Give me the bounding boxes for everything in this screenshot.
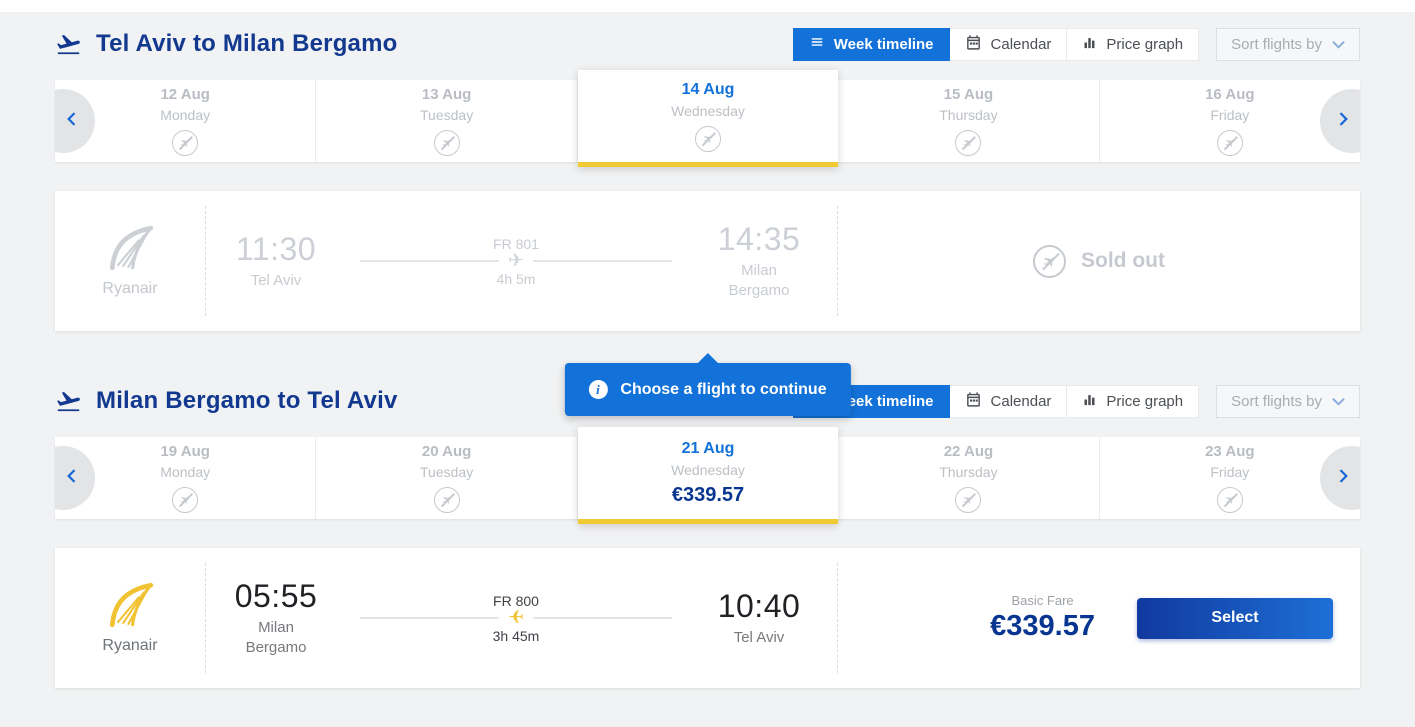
divider xyxy=(205,206,206,316)
sold-out-icon xyxy=(1033,244,1066,278)
flight-duration: 3h 45m xyxy=(492,627,540,644)
outbound-week-timeline: 12 Aug Monday 13 Aug Tuesday 14 Aug Wedn… xyxy=(55,70,1361,169)
chevron-left-icon xyxy=(62,109,82,134)
route-line xyxy=(360,608,672,627)
arrive-city: Milan Bergamo xyxy=(728,261,790,299)
no-flights-icon xyxy=(1216,130,1243,156)
divider xyxy=(837,206,838,316)
next-week-button[interactable] xyxy=(1320,446,1360,510)
plane-takeoff-icon xyxy=(55,31,82,58)
route-line xyxy=(360,251,672,270)
chevron-down-icon xyxy=(1332,393,1345,410)
sort-flights-dropdown[interactable]: Sort flights by xyxy=(1216,384,1360,418)
no-flights-icon xyxy=(172,487,199,513)
depart-city: Tel Aviv xyxy=(250,271,302,289)
airline-name: Ryanair xyxy=(102,637,158,654)
list-icon xyxy=(809,35,825,53)
day-cell[interactable]: 23 Aug Friday xyxy=(1099,437,1361,519)
divider xyxy=(205,563,206,673)
prev-week-button[interactable] xyxy=(55,89,95,153)
bar-chart-icon xyxy=(1082,392,1097,411)
page-title: Milan Bergamo to Tel Aviv xyxy=(96,387,398,414)
no-flights-icon xyxy=(955,130,982,156)
inbound-flight-card: Ryanair 05:55 Milan Bergamo FR 800 3h 45… xyxy=(55,548,1360,688)
day-cell[interactable]: 19 Aug Monday xyxy=(55,437,317,519)
next-week-button[interactable] xyxy=(1320,89,1360,153)
plane-icon xyxy=(499,251,533,270)
top-strip xyxy=(0,0,1415,12)
page-title: Tel Aviv to Milan Bergamo xyxy=(96,30,398,57)
info-icon xyxy=(588,380,608,399)
ryanair-harp-icon xyxy=(105,224,155,274)
depart-city: Milan Bergamo xyxy=(245,618,307,656)
flight-number: FR 801 xyxy=(493,235,539,252)
fare-type-label: Basic Fare xyxy=(1011,593,1074,608)
divider xyxy=(837,563,838,673)
inbound-week-timeline: 19 Aug Monday 20 Aug Tuesday 21 Aug Wedn… xyxy=(55,427,1361,526)
depart-time: 11:30 xyxy=(235,230,317,267)
price-graph-button[interactable]: Price graph xyxy=(1067,384,1200,418)
chevron-down-icon xyxy=(1332,36,1345,53)
day-cell[interactable]: 12 Aug Monday xyxy=(55,80,317,162)
prev-week-button[interactable] xyxy=(55,446,95,510)
outbound-section: Tel Aviv to Milan Bergamo Week timeline … xyxy=(55,26,1361,331)
day-cell[interactable]: 20 Aug Tuesday xyxy=(316,437,578,519)
calendar-icon xyxy=(965,391,982,412)
day-cell-selected[interactable]: 21 Aug Wednesday €339.57 xyxy=(577,427,839,524)
outbound-flight-card: Ryanair 11:30 Tel Aviv FR 801 4h 5m 14:3… xyxy=(55,191,1360,331)
day-cell[interactable]: 16 Aug Friday xyxy=(1099,80,1361,162)
plane-takeoff-icon xyxy=(55,388,82,415)
sold-out-status: Sold out xyxy=(1081,249,1165,272)
no-flights-icon xyxy=(433,130,460,156)
inbound-section: Milan Bergamo to Tel Aviv Week timeline … xyxy=(55,383,1361,688)
chevron-right-icon xyxy=(1333,466,1353,491)
airline-name: Ryanair xyxy=(102,280,158,297)
sort-flights-dropdown[interactable]: Sort flights by xyxy=(1216,27,1360,61)
no-flights-icon xyxy=(172,130,199,156)
arrive-city: Tel Aviv xyxy=(733,628,785,646)
flight-number: FR 800 xyxy=(493,592,539,609)
no-flights-icon xyxy=(1216,487,1243,513)
depart-time: 05:55 xyxy=(234,577,318,614)
chevron-left-icon xyxy=(62,466,82,491)
arrive-time: 14:35 xyxy=(717,220,801,257)
choose-flight-tooltip: Choose a flight to continue xyxy=(564,363,851,416)
day-price: €339.57 xyxy=(671,483,745,506)
week-timeline-button[interactable]: Week timeline xyxy=(792,27,950,61)
fare-price: €339.57 xyxy=(990,610,1095,642)
no-flights-icon xyxy=(695,125,722,152)
no-flights-icon xyxy=(433,487,460,513)
chevron-right-icon xyxy=(1333,109,1353,134)
day-cell-selected[interactable]: 14 Aug Wednesday xyxy=(577,70,839,167)
select-button[interactable]: Select xyxy=(1137,597,1333,639)
day-cell[interactable]: 13 Aug Tuesday xyxy=(316,80,578,162)
calendar-button[interactable]: Calendar xyxy=(949,384,1068,418)
bar-chart-icon xyxy=(1082,35,1097,54)
calendar-button[interactable]: Calendar xyxy=(949,27,1068,61)
day-cell[interactable]: 22 Aug Thursday xyxy=(838,437,1100,519)
calendar-icon xyxy=(965,34,982,55)
no-flights-icon xyxy=(955,487,982,513)
price-graph-button[interactable]: Price graph xyxy=(1067,27,1200,61)
day-cell[interactable]: 15 Aug Thursday xyxy=(838,80,1100,162)
flight-duration: 4h 5m xyxy=(496,270,536,287)
arrive-time: 10:40 xyxy=(717,587,801,624)
plane-icon xyxy=(499,608,533,627)
ryanair-harp-icon xyxy=(105,581,155,631)
